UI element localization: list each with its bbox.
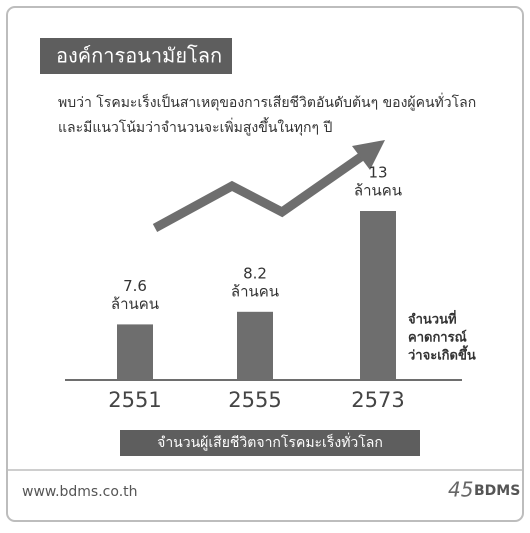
bar: [360, 211, 396, 379]
value-label: 7.6: [123, 277, 147, 295]
caption: จำนวนผู้เสียชีวิตจากโรคมะเร็งทั่วโลก: [157, 433, 383, 451]
subtitle: พบว่า โรคมะเร็งเป็นสาเหตุของการเสียชีวิต…: [58, 93, 476, 111]
bar: [117, 324, 153, 379]
footer-url: www.bdms.co.th: [22, 484, 138, 500]
arrow-head: [352, 140, 385, 170]
value-label: 8.2: [243, 264, 267, 282]
subtitle: และมีแนวโน้มว่าจำนวนจะเพิ่มสูงขึ้นในทุกๆ…: [58, 117, 332, 136]
bar: [237, 311, 273, 379]
title-box: [40, 38, 232, 74]
caption-box: [120, 430, 420, 456]
x-tick-label: 2573: [351, 388, 404, 412]
unit-label: ล้านคน: [111, 295, 159, 313]
annotation: คาดการณ์: [408, 330, 467, 346]
x-tick-label: 2555: [228, 388, 281, 412]
logo-text: BDMS: [474, 483, 520, 499]
annotation: ว่าจะเกิดขึ้น: [408, 345, 476, 364]
annotation: จำนวนที่: [408, 310, 457, 328]
unit-label: ล้านคน: [231, 282, 279, 300]
x-tick-label: 2551: [108, 388, 161, 412]
title: องค์การอนามัยโลก: [56, 44, 222, 68]
logo-number: 45: [448, 478, 473, 502]
value-label: 13: [368, 164, 387, 182]
frame: [6, 6, 524, 522]
trend-arrow: [152, 148, 371, 232]
unit-label: ล้านคน: [354, 182, 402, 200]
